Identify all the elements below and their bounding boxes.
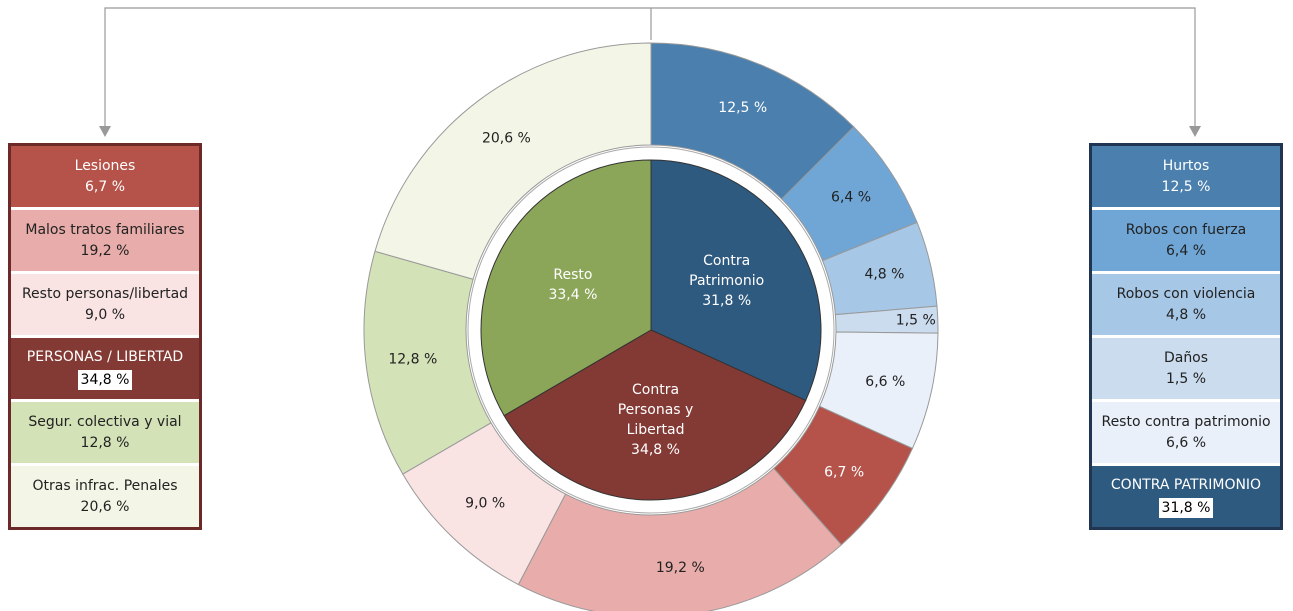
item-value: 6,4 % <box>1165 242 1207 259</box>
item-value: 4,8 % <box>1165 306 1207 323</box>
item-name: Malos tratos familiares <box>25 221 185 238</box>
item-name: Segur. colectiva y vial <box>28 413 182 430</box>
item-name: Lesiones <box>74 157 136 174</box>
category-label: Contra Patrimonio <box>689 253 765 290</box>
segment-label: 20,6 % <box>482 130 531 146</box>
category-label: Contra Personas y Libertad <box>617 381 694 438</box>
panel-item: Lesiones 6,7 % <box>11 146 199 207</box>
panel-item: Robos con violencia 4,8 % <box>1092 274 1280 335</box>
group-value: 31,8 % <box>1158 498 1214 518</box>
item-value: 19,2 % <box>80 242 130 259</box>
arrow <box>99 126 111 137</box>
panel-item: Otras infrac. Penales 20,6 % <box>11 466 199 527</box>
segment-label: Contra Personas y Libertad 34,8 % <box>618 380 694 460</box>
item-name: Hurtos <box>1162 157 1210 174</box>
panel-item: Segur. colectiva y vial 12,8 % <box>11 402 199 463</box>
group-title: PERSONAS / LIBERTAD <box>26 349 184 365</box>
outer-segment <box>517 467 843 611</box>
segment-label: 6,6 % <box>865 374 905 390</box>
segment-label: Resto 33,4 % <box>548 265 597 305</box>
outer-segment <box>374 42 652 280</box>
left-panel: Lesiones 6,7 % Malos tratos familiares 19,2… <box>8 143 202 530</box>
value-label: 34,8 % <box>631 441 680 458</box>
panel-item: Resto personas/libertad 9,0 % <box>11 274 199 335</box>
item-value: 12,5 % <box>1161 178 1211 195</box>
segment-label: 9,0 % <box>465 496 505 512</box>
segment-label: 19,2 % <box>656 560 705 576</box>
panel-item: Hurtos 12,5 % <box>1092 146 1280 207</box>
panel-item: Robos con fuerza 6,4 % <box>1092 210 1280 271</box>
item-value: 20,6 % <box>80 498 130 515</box>
segment-label: 12,5 % <box>718 100 767 116</box>
segment-label: 1,5 % <box>896 312 936 328</box>
group-value: 34,8 % <box>77 370 133 390</box>
segment-label: 6,7 % <box>824 464 864 480</box>
right-panel: Hurtos 12,5 % Robos con fuerza 6,4 % Robos c… <box>1089 143 1283 530</box>
category-label: Resto <box>553 267 593 284</box>
inner-segment <box>650 159 822 402</box>
inner-segment <box>480 159 652 417</box>
item-name: Resto personas/libertad <box>21 285 189 302</box>
arrow <box>1189 126 1201 137</box>
item-value: 6,6 % <box>1165 434 1207 451</box>
group-header: PERSONAS / LIBERTAD 34,8 % <box>11 338 199 399</box>
inner-segment <box>503 329 807 501</box>
item-value: 1,5 % <box>1165 370 1207 387</box>
segment-label: 12,8 % <box>388 352 437 368</box>
panel-item: Malos tratos familiares 19,2 % <box>11 210 199 271</box>
item-name: Otras infrac. Penales <box>32 477 178 494</box>
item-value: 12,8 % <box>80 434 130 451</box>
group-header: CONTRA PATRIMONIO 31,8 % <box>1092 466 1280 527</box>
item-name: Robos con fuerza <box>1125 221 1247 238</box>
connectors <box>104 7 1196 128</box>
panel-item: Resto contra patrimonio 6,6 % <box>1092 402 1280 463</box>
panel-item: Daños 1,5 % <box>1092 338 1280 399</box>
value-label: 33,4 % <box>548 287 598 304</box>
group-title: CONTRA PATRIMONIO <box>1110 477 1262 493</box>
value-label: 31,8 % <box>702 293 752 310</box>
item-name: Resto contra patrimonio <box>1101 413 1271 430</box>
item-name: Robos con violencia <box>1116 285 1256 302</box>
item-value: 6,7 % <box>84 178 126 195</box>
item-value: 9,0 % <box>84 306 126 323</box>
segment-label: 6,4 % <box>831 189 871 205</box>
segment-label: 4,8 % <box>864 266 904 282</box>
item-name: Daños <box>1163 349 1209 366</box>
segment-label: Contra Patrimonio 31,8 % <box>689 251 764 311</box>
